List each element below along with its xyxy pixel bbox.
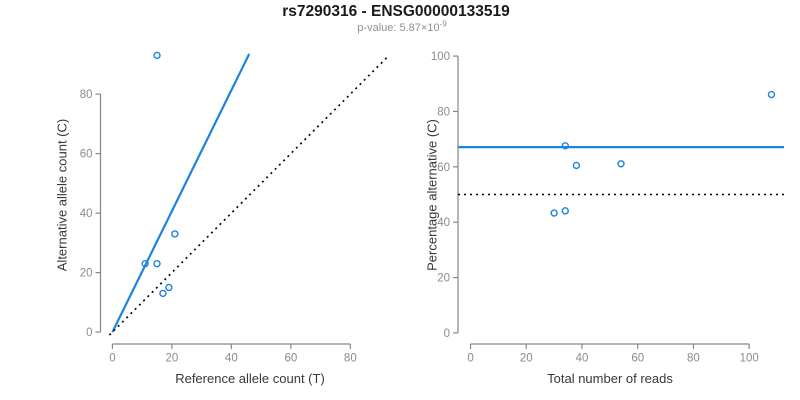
y-axis-title-right: Percentage alternative (C) [424, 119, 440, 271]
x-tick-label: 60 [631, 353, 644, 365]
x-tick-label: 20 [165, 353, 178, 365]
y-axis-title-left: Alternative allele count (C) [54, 118, 70, 272]
data-point [171, 230, 179, 238]
y-tick-label: 60 [437, 162, 450, 174]
data-point [141, 259, 149, 268]
x-tick-label: 60 [284, 353, 297, 365]
y-tick-label: 80 [80, 89, 93, 101]
data-point [165, 283, 173, 292]
identity-line [108, 56, 388, 336]
left-plot-panel: 0 20 40 60 80 0 20 40 60 80 [80, 51, 388, 365]
y-tick-label: 20 [437, 273, 450, 285]
x-tick-label: 0 [109, 353, 115, 365]
data-point [153, 259, 161, 268]
data-point [617, 160, 625, 168]
x-axis-title-right: Total number of reads [547, 371, 673, 386]
pvalue-exponent: -9 [439, 19, 447, 29]
y-tick-label: 0 [444, 328, 450, 340]
data-point [561, 207, 569, 215]
y-tick-label: 80 [437, 106, 450, 118]
data-point [159, 289, 167, 298]
figure-title: rs7290316 - ENSG00000133519 [282, 3, 510, 20]
figure-subtitle: p-value: 5.87×10-9 [4, 19, 800, 34]
x-axis-title-left: Reference allele count (T) [175, 371, 325, 386]
data-point [561, 142, 569, 150]
y-tick-label: 60 [80, 149, 93, 161]
y-tick-label: 40 [437, 217, 450, 229]
x-tick-label: 20 [520, 353, 533, 365]
x-tick-label: 80 [344, 353, 357, 365]
y-tick-label: 0 [86, 327, 92, 339]
data-point [767, 90, 776, 99]
x-tick-label: 0 [467, 353, 473, 365]
x-tick-label: 80 [687, 353, 700, 365]
right-plot-panel: 0 20 40 60 80 100 0 20 40 60 80 100 [431, 51, 784, 365]
data-point [550, 209, 558, 217]
y-tick-label: 100 [431, 51, 450, 63]
pvalue-text: p-value: 5.87×10 [357, 22, 440, 34]
data-point [572, 161, 581, 170]
y-tick-label: 20 [80, 268, 93, 280]
fitted-allelic-ratio-line [111, 53, 251, 333]
x-tick-label: 40 [576, 353, 589, 365]
x-tick-label: 40 [225, 353, 238, 365]
data-point [153, 51, 161, 60]
y-tick-label: 40 [80, 208, 93, 220]
x-tick-label: 100 [740, 353, 759, 365]
